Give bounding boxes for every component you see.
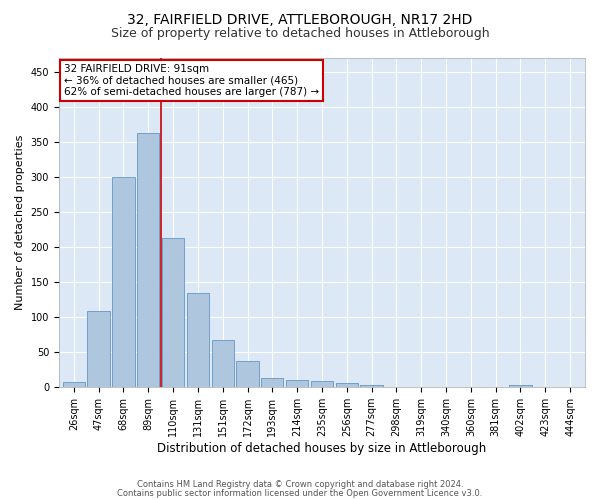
Text: 32, FAIRFIELD DRIVE, ATTLEBOROUGH, NR17 2HD: 32, FAIRFIELD DRIVE, ATTLEBOROUGH, NR17 … — [127, 12, 473, 26]
Text: Contains public sector information licensed under the Open Government Licence v3: Contains public sector information licen… — [118, 488, 482, 498]
X-axis label: Distribution of detached houses by size in Attleborough: Distribution of detached houses by size … — [157, 442, 487, 455]
Text: Size of property relative to detached houses in Attleborough: Size of property relative to detached ho… — [110, 28, 490, 40]
Y-axis label: Number of detached properties: Number of detached properties — [15, 134, 25, 310]
Bar — [311, 381, 333, 387]
Text: 32 FAIRFIELD DRIVE: 91sqm
← 36% of detached houses are smaller (465)
62% of semi: 32 FAIRFIELD DRIVE: 91sqm ← 36% of detac… — [64, 64, 319, 98]
Bar — [62, 382, 85, 387]
Bar — [112, 177, 134, 387]
Bar — [88, 312, 110, 387]
Bar — [335, 383, 358, 387]
Bar — [361, 385, 383, 387]
Text: Contains HM Land Registry data © Crown copyright and database right 2024.: Contains HM Land Registry data © Crown c… — [137, 480, 463, 489]
Bar — [187, 292, 209, 387]
Bar — [286, 380, 308, 387]
Bar — [162, 238, 184, 387]
Bar — [212, 340, 234, 387]
Bar — [385, 386, 407, 387]
Bar — [261, 378, 283, 387]
Bar — [509, 385, 532, 387]
Bar — [137, 134, 160, 387]
Bar — [236, 360, 259, 387]
